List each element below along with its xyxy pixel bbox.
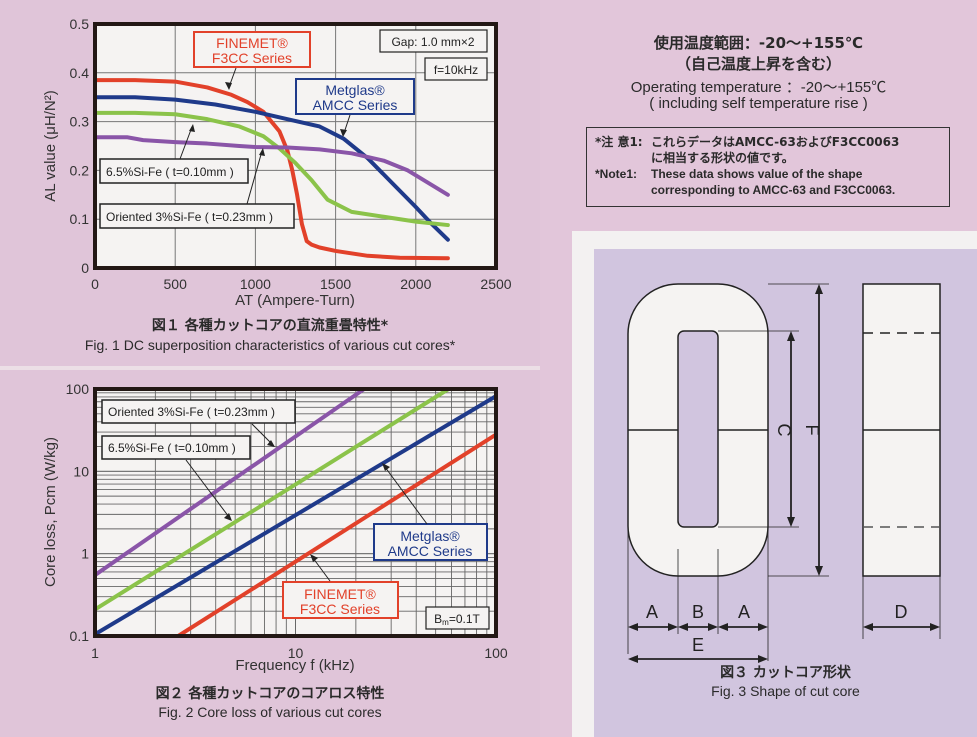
svg-text:0.3: 0.3 (70, 114, 90, 130)
fig3-caption-en: Fig. 3 Shape of cut core (711, 683, 860, 699)
fig2-series-line (93, 387, 450, 612)
fig1-series-line (93, 135, 450, 197)
svg-text:AMCC Series: AMCC Series (388, 543, 473, 559)
svg-text:100: 100 (66, 381, 90, 397)
temperature-en-line2: ( including self temperature rise ) (649, 95, 868, 112)
dim-a-right: A (738, 602, 750, 622)
fig1-oriented-label: Oriented 3%Si-Fe ( t=0.23mm ) (99, 203, 295, 229)
fig1-series-line (93, 110, 450, 228)
svg-text:0: 0 (81, 260, 89, 276)
right-top-panel (540, 0, 977, 232)
svg-text:2500: 2500 (480, 276, 511, 292)
note-en-line1: These data shows value of the shape (651, 167, 863, 181)
fig3-caption-jp: 図３ カットコア形状 (720, 665, 851, 681)
fig1-chart: 0 500 1000 1500 2000 2500 0 0.1 0.2 0.3 0.4 0.5 AL … (42, 16, 512, 309)
temperature-jp-line1: 使用温度範囲：-20～+155℃ (653, 34, 864, 52)
temperature-jp-line2: （自己温度上昇を含む） (675, 55, 841, 73)
svg-text:FINEMET®: FINEMET® (304, 586, 376, 602)
note-jp-key: *注 意1: (595, 135, 643, 149)
svg-text:100: 100 (484, 645, 508, 661)
fig3-diagram: A B A E D C F (627, 283, 941, 663)
fig1-caption-en: Fig. 1 DC superposition characteristics … (84, 337, 456, 353)
fig1-ylabel: AL value (μH/N²) (42, 90, 59, 201)
fig2-ylabel: Core loss, Pcm (W/kg) (42, 437, 59, 587)
svg-text:Oriented 3%Si-Fe ( t=0.23mm ): Oriented 3%Si-Fe ( t=0.23mm ) (106, 210, 273, 224)
dim-a-left: A (646, 602, 658, 622)
svg-text:F3CC Series: F3CC Series (300, 601, 380, 617)
svg-text:Metglas®: Metglas® (325, 82, 385, 98)
svg-text:0.4: 0.4 (70, 65, 90, 81)
svg-text:Metglas®: Metglas® (400, 528, 460, 544)
fig1-metglas-label: Metglas® AMCC Series (295, 78, 415, 115)
dim-b: B (692, 602, 704, 622)
svg-text:F3CC Series: F3CC Series (212, 50, 292, 66)
svg-text:1: 1 (81, 546, 89, 562)
dim-c: C (774, 424, 794, 437)
svg-text:2000: 2000 (400, 276, 431, 292)
svg-text:0.5: 0.5 (70, 16, 90, 32)
svg-text:FINEMET®: FINEMET® (216, 35, 288, 51)
svg-text:1000: 1000 (240, 276, 271, 292)
panel-divider (0, 366, 540, 370)
fig2-series-line (177, 432, 498, 638)
fig1-caption-jp: 図１ 各種カットコアの直流重畳特性* (151, 318, 389, 334)
svg-text:0: 0 (91, 276, 99, 292)
svg-text:6.5%Si-Fe ( t=0.10mm ): 6.5%Si-Fe ( t=0.10mm ) (108, 441, 236, 455)
note-jp-line1: これらデータはAMCC-63およびF3CC0063 (651, 135, 900, 149)
svg-text:0.2: 0.2 (70, 162, 90, 178)
fig2-metglas-label: Metglas® AMCC Series (373, 523, 488, 561)
dim-e: E (692, 635, 704, 655)
fig2-si65-label: 6.5%Si-Fe ( t=0.10mm ) (101, 435, 251, 460)
dim-f: F (802, 425, 822, 436)
fig2-oriented-label: Oriented 3%Si-Fe ( t=0.23mm ) (101, 399, 296, 424)
svg-text:AMCC Series: AMCC Series (313, 97, 398, 113)
fig1-series-line (93, 78, 450, 261)
note-en-line2: corresponding to AMCC-63 and F3CC0063. (651, 183, 896, 197)
fig1-xlabel: AT (Ampere-Turn) (235, 292, 355, 309)
fig1-series-line (93, 95, 450, 242)
fig2-bm-label: Bm=0.1T (425, 606, 490, 630)
svg-text:10: 10 (288, 645, 304, 661)
svg-text:1: 1 (91, 645, 99, 661)
fig1-freq-label: f=10kHz (424, 57, 488, 81)
note-jp-line2: に相当する形状の値です。 (651, 151, 794, 165)
svg-text:6.5%Si-Fe ( t=0.10mm ): 6.5%Si-Fe ( t=0.10mm ) (106, 165, 234, 179)
svg-text:10: 10 (73, 463, 89, 479)
svg-text:1500: 1500 (320, 276, 351, 292)
fig1-si65-label: 6.5%Si-Fe ( t=0.10mm ) (99, 158, 249, 184)
fig1-gap-label: Gap: 1.0 mm×2 (379, 29, 488, 53)
svg-text:0.1: 0.1 (70, 211, 90, 227)
fig2-caption-en: Fig. 2 Core loss of various cut cores (158, 704, 382, 720)
svg-text:500: 500 (164, 276, 188, 292)
temperature-en-line1: Operating temperature ：-20～+155℃ (630, 79, 887, 96)
note-en-key: *Note1: (595, 167, 638, 181)
fig1-finemet-label: FINEMET® F3CC Series (193, 31, 311, 68)
svg-text:Bm=0.1T: Bm=0.1T (434, 612, 480, 627)
core-window (677, 330, 719, 528)
svg-text:f=10kHz: f=10kHz (434, 63, 478, 77)
fig2-xlabel: Frequency f (kHz) (235, 657, 354, 674)
dim-d: D (895, 602, 908, 622)
note-box: *注 意1: これらデータはAMCC-63およびF3CC0063 に相当する形状の… (586, 127, 950, 207)
svg-text:Oriented 3%Si-Fe ( t=0.23mm ): Oriented 3%Si-Fe ( t=0.23mm ) (108, 405, 275, 419)
fig2-caption-jp: 図２ 各種カットコアのコアロス特性 (155, 686, 385, 702)
fig2-series-line (93, 387, 366, 577)
fig2-series-line (93, 394, 498, 636)
svg-text:0.1: 0.1 (70, 628, 90, 644)
svg-text:Gap: 1.0 mm×2: Gap: 1.0 mm×2 (391, 35, 474, 49)
fig2-finemet-label: FINEMET® F3CC Series (282, 581, 399, 619)
